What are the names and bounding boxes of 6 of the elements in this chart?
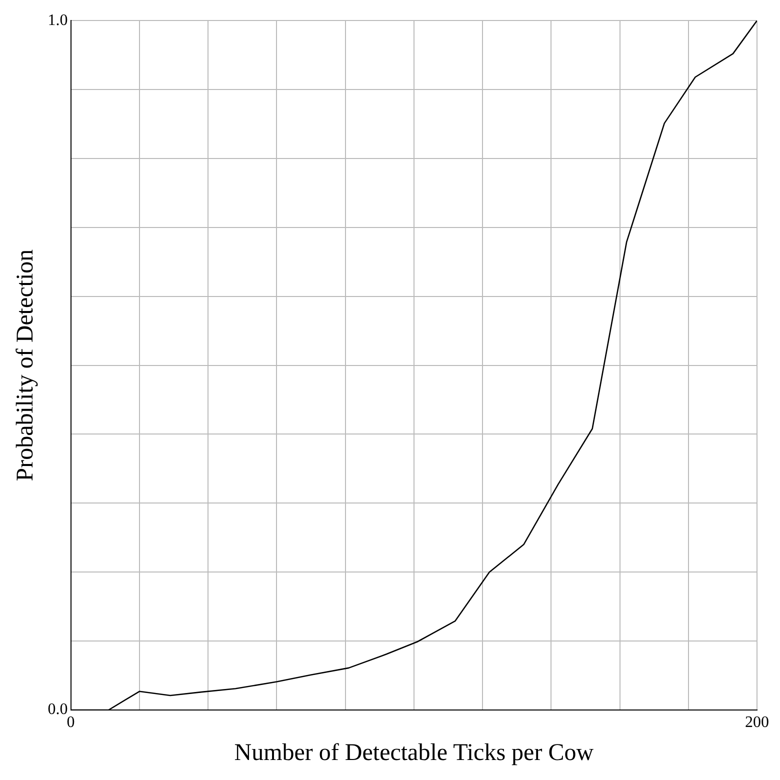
y-tick-label: 0.0 xyxy=(48,701,68,718)
x-tick-label: 0 xyxy=(66,714,75,731)
y-tick-label: 1.0 xyxy=(48,12,68,29)
x-tick-label: 200 xyxy=(745,714,769,731)
y-axis-title: Probability of Detection xyxy=(12,249,39,482)
x-axis-title: Number of Detectable Ticks per Cow xyxy=(234,740,594,766)
